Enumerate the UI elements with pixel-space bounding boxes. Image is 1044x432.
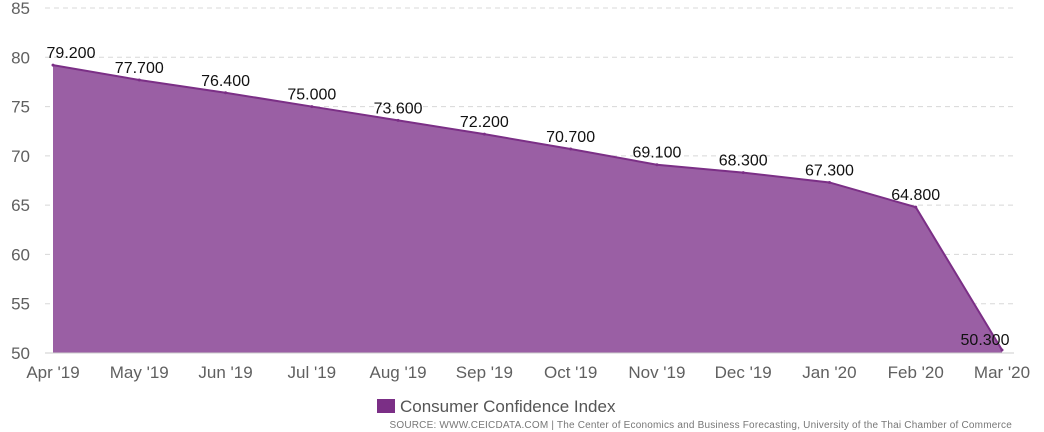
x-tick-label: May '19	[110, 363, 169, 382]
data-label: 79.200	[47, 45, 96, 62]
legend-label: Consumer Confidence Index	[400, 397, 616, 416]
data-label: 67.300	[805, 162, 854, 179]
series-area-fill	[53, 65, 1002, 354]
x-tick-label: Jul '19	[288, 363, 337, 382]
x-tick-label: Apr '19	[26, 363, 79, 382]
source-note: SOURCE: WWW.CEICDATA.COM | The Center of…	[389, 420, 1012, 431]
data-point[interactable]	[914, 205, 918, 209]
data-point[interactable]	[224, 91, 228, 95]
series-line	[52, 64, 1003, 351]
y-tick-label: 70	[11, 147, 30, 166]
data-label: 72.200	[460, 114, 509, 131]
data-label: 68.300	[719, 153, 768, 170]
x-tick-label: Jun '19	[198, 363, 252, 382]
x-axis: Apr '19 May '19 Jun '19 Jul '19 Aug '19 Sep '…	[26, 352, 1030, 382]
y-tick-label: 50	[11, 344, 30, 363]
x-tick-label: Dec '19	[715, 363, 772, 382]
x-tick-label: Aug '19	[370, 363, 427, 382]
x-tick-label: Sep '19	[456, 363, 513, 382]
data-label: 75.000	[287, 87, 336, 104]
data-point[interactable]	[482, 132, 486, 136]
y-tick-label: 55	[11, 295, 30, 314]
y-tick-label: 80	[11, 48, 30, 67]
data-point[interactable]	[137, 78, 141, 82]
y-tick-label: 85	[11, 0, 30, 18]
data-point[interactable]	[310, 105, 314, 109]
x-tick-label: Feb '20	[888, 363, 944, 382]
legend[interactable]: Consumer Confidence Index	[377, 397, 616, 416]
legend-swatch	[377, 399, 395, 413]
data-point[interactable]	[827, 180, 831, 184]
y-tick-label: 65	[11, 196, 30, 215]
data-label: 77.700	[115, 60, 164, 77]
data-point[interactable]	[741, 171, 745, 175]
data-label: 73.600	[374, 100, 423, 117]
data-point[interactable]	[396, 118, 400, 122]
data-label: 50.300	[961, 332, 1010, 349]
data-point[interactable]	[655, 163, 659, 167]
data-labels: 79.200 77.700 76.400 75.000 73.600 72.200 70.7…	[47, 45, 1010, 349]
data-point[interactable]	[1000, 348, 1004, 352]
y-tick-label: 60	[11, 245, 30, 264]
x-tick-label: Nov '19	[628, 363, 685, 382]
data-label: 69.100	[632, 145, 681, 162]
x-tick-label: Mar '20	[974, 363, 1030, 382]
x-tick-label: Jan '20	[802, 363, 856, 382]
data-label: 70.700	[546, 129, 595, 146]
series-area	[51, 63, 1004, 354]
x-tick-label: Oct '19	[544, 363, 597, 382]
y-axis: 50 55 60 65 70 75 80 85	[11, 0, 30, 363]
data-label: 64.800	[891, 187, 940, 204]
y-tick-label: 75	[11, 98, 30, 117]
data-point[interactable]	[569, 147, 573, 151]
data-point[interactable]	[51, 63, 55, 67]
data-label: 76.400	[201, 73, 250, 90]
